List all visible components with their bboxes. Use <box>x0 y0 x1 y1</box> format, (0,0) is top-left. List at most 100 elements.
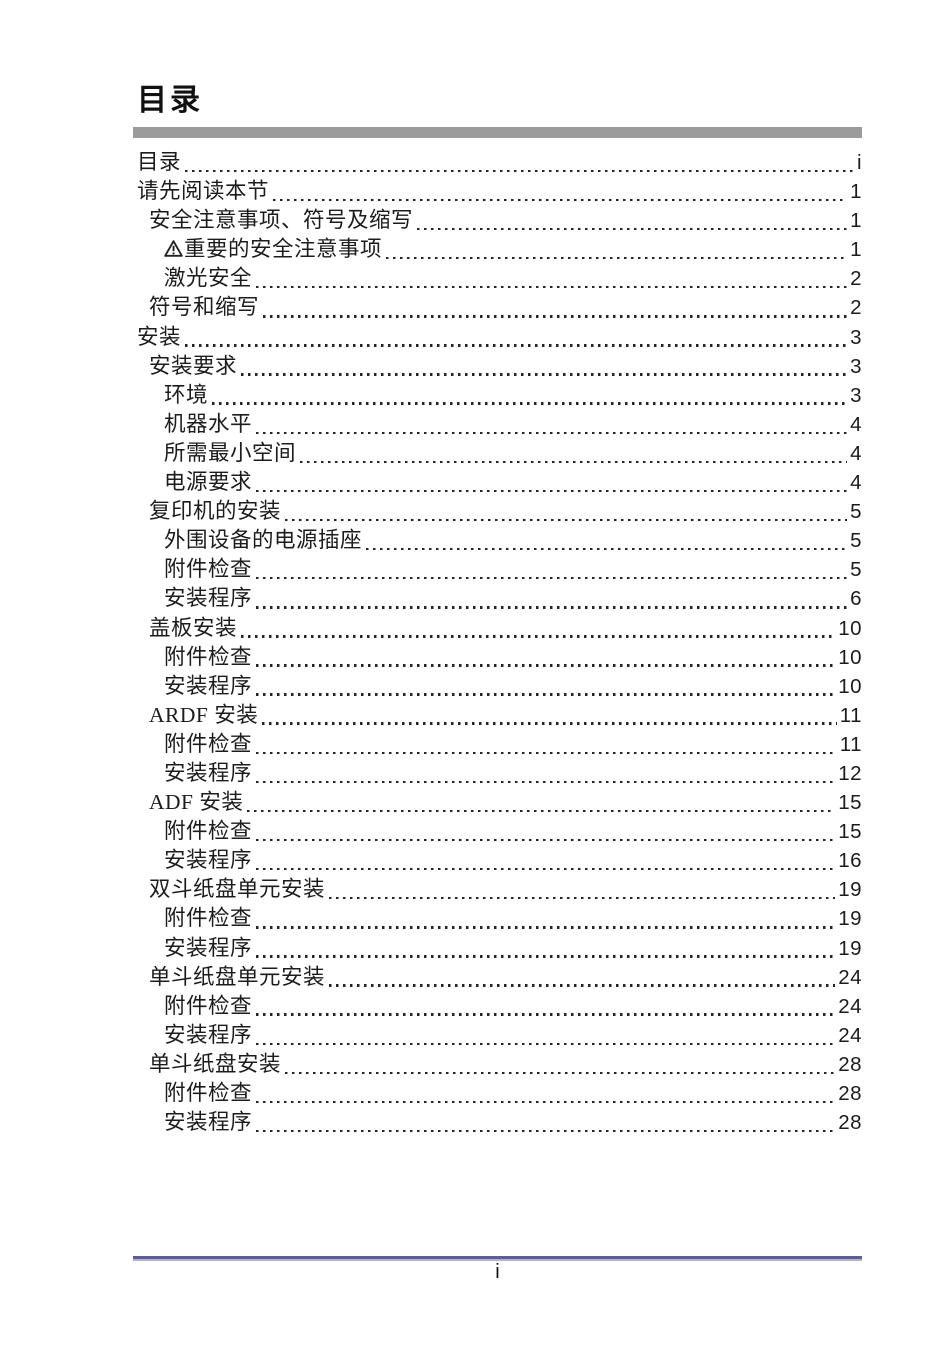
toc-entry[interactable]: 附件检查 15 <box>137 817 862 846</box>
toc-entry[interactable]: 附件检查 10 <box>137 643 862 672</box>
toc-entry-page-number: 1 <box>850 238 862 262</box>
toc-entry-label: 环境 <box>164 382 209 407</box>
dot-leader <box>256 780 836 784</box>
toc-entry[interactable]: 安装程序 10 <box>137 672 862 701</box>
toc-entry-label: 符号和缩写 <box>149 295 260 320</box>
dot-leader <box>256 1042 836 1045</box>
toc-entry-label: 请先阅读本节 <box>137 179 270 204</box>
toc-entry[interactable]: 安装程序 6 <box>137 584 862 613</box>
toc-entry-label: 附件检查 <box>164 557 253 582</box>
toc-entry-label: 重要的安全注意事项 <box>184 237 383 262</box>
toc-entry[interactable]: 单斗纸盘单元安装 24 <box>137 963 862 992</box>
toc-entry-page-number: 24 <box>838 1023 862 1047</box>
toc-entry-page-number: 12 <box>838 761 862 785</box>
dot-leader <box>256 693 836 696</box>
toc-entry[interactable]: 机器水平 4 <box>137 410 862 439</box>
dot-leader <box>366 547 848 551</box>
toc-entry[interactable]: 复印机的安装 5 <box>137 497 862 526</box>
toc-entry[interactable]: 双斗纸盘单元安装 19 <box>137 875 862 904</box>
toc-entry-label: 附件检查 <box>164 993 253 1018</box>
toc-entry[interactable]: 附件检查 24 <box>137 992 862 1021</box>
toc-entry[interactable]: 安装程序 24 <box>137 1021 862 1050</box>
toc-entry-page-number: 3 <box>850 325 862 349</box>
toc-entry[interactable]: 安装程序 12 <box>137 759 862 788</box>
dot-leader <box>256 926 836 929</box>
toc-entry-page-number: 5 <box>850 558 862 582</box>
toc-entry[interactable]: 符号和缩写 2 <box>137 293 862 322</box>
toc-entry-page-number: 1 <box>850 209 862 233</box>
footer-page-number: i <box>495 1261 500 1283</box>
toc-entry-page-number: 16 <box>838 849 862 873</box>
toc-entry-label: 盖板安装 <box>149 615 238 640</box>
toc-entry-label: 安装程序 <box>164 760 253 785</box>
dot-leader <box>256 489 848 493</box>
toc-entry[interactable]: 安装程序 16 <box>137 846 862 875</box>
dot-leader <box>300 460 848 464</box>
dot-leader <box>417 227 848 231</box>
dot-leader <box>256 838 836 842</box>
toc-entry[interactable]: 重要的安全注意事项 1 <box>137 235 862 264</box>
dot-leader <box>256 955 836 958</box>
toc-entry[interactable]: 附件检查 11 <box>137 730 862 759</box>
toc-entry-label: 安装要求 <box>149 353 238 378</box>
toc-entry[interactable]: 安装 3 <box>137 323 862 352</box>
toc-entry-page-number: 11 <box>839 732 862 756</box>
toc-entry-label: 附件检查 <box>164 1081 253 1105</box>
dot-leader <box>256 286 848 289</box>
toc-entry[interactable]: 安装程序 28 <box>137 1108 862 1137</box>
toc-entry-page-number: 2 <box>850 296 862 320</box>
toc-entry[interactable]: 盖板安装 10 <box>137 614 862 643</box>
toc-entry-label: 电源要求 <box>164 470 253 495</box>
title-divider-bar <box>133 127 862 138</box>
toc-entry-label: 安装 <box>137 324 182 349</box>
toc-entry-page-number: 4 <box>850 441 862 465</box>
toc-entry[interactable]: 附件检查 5 <box>137 555 862 584</box>
dot-leader <box>285 518 848 522</box>
toc-entry[interactable]: 环境 3 <box>137 381 862 410</box>
dot-leader <box>386 256 848 260</box>
toc-entry-label: 安装程序 <box>164 848 253 873</box>
toc-entry[interactable]: 单斗纸盘安装 28 <box>137 1050 862 1079</box>
dot-leader <box>329 984 836 987</box>
toc-entry[interactable]: 电源要求 4 <box>137 468 862 497</box>
toc-entry-label: 安装程序 <box>164 935 253 960</box>
toc-entry-page-number: 19 <box>838 936 862 960</box>
toc-entry-label: 双斗纸盘单元安装 <box>149 877 326 902</box>
toc-entry-label: 激光安全 <box>164 266 253 291</box>
toc-entry-label: 附件检查 <box>164 731 253 756</box>
toc-entry[interactable]: 安全注意事项、符号及缩写 1 <box>137 206 862 235</box>
toc-entry-label: 安装程序 <box>164 1022 253 1047</box>
toc-entry[interactable]: 安装程序 19 <box>137 934 862 963</box>
toc-entry[interactable]: 所需最小空间 4 <box>137 439 862 468</box>
toc-entry-page-number: 11 <box>839 703 862 727</box>
toc-entry[interactable]: 外围设备的电源插座 5 <box>137 526 862 555</box>
toc-entry[interactable]: 附件检查 28 <box>137 1079 862 1108</box>
toc-entry[interactable]: ADF 安装 15 <box>137 788 862 817</box>
toc-entry-page-number: 15 <box>838 791 862 815</box>
dot-leader <box>241 373 848 376</box>
toc-entry[interactable]: 附件检查 19 <box>137 904 862 933</box>
toc-entry-page-number: 28 <box>838 1111 862 1135</box>
dot-leader <box>256 577 848 580</box>
toc-entry-page-number: 2 <box>850 267 862 291</box>
dot-leader <box>185 344 848 347</box>
toc-entry-page-number: i <box>856 151 862 174</box>
toc-entry-page-number: 28 <box>838 1052 862 1076</box>
toc-entry[interactable]: 请先阅读本节 1 <box>137 177 862 206</box>
toc-entry-label: 安装程序 <box>164 673 253 698</box>
toc-entry-label: 附件检查 <box>164 644 253 669</box>
toc-entry[interactable]: 目录 i <box>137 148 862 177</box>
toc-entry-label: 安装程序 <box>164 1110 253 1135</box>
toc-entry-page-number: 3 <box>850 383 862 407</box>
toc-entry[interactable]: ARDF 安装 11 <box>137 701 862 730</box>
toc-entry-page-number: 19 <box>838 907 862 931</box>
toc-entry[interactable]: 激光安全 2 <box>137 264 862 293</box>
warning-triangle-icon <box>164 236 183 265</box>
toc-entry-page-number: 10 <box>838 616 862 640</box>
toc-entry[interactable]: 安装要求 3 <box>137 352 862 381</box>
toc-entry-page-number: 15 <box>838 820 862 844</box>
toc-entry-page-number: 4 <box>850 471 862 495</box>
dot-leader <box>212 402 848 405</box>
toc-entry-page-number: 10 <box>838 645 862 669</box>
toc-entry-label: 目录 <box>137 150 182 174</box>
